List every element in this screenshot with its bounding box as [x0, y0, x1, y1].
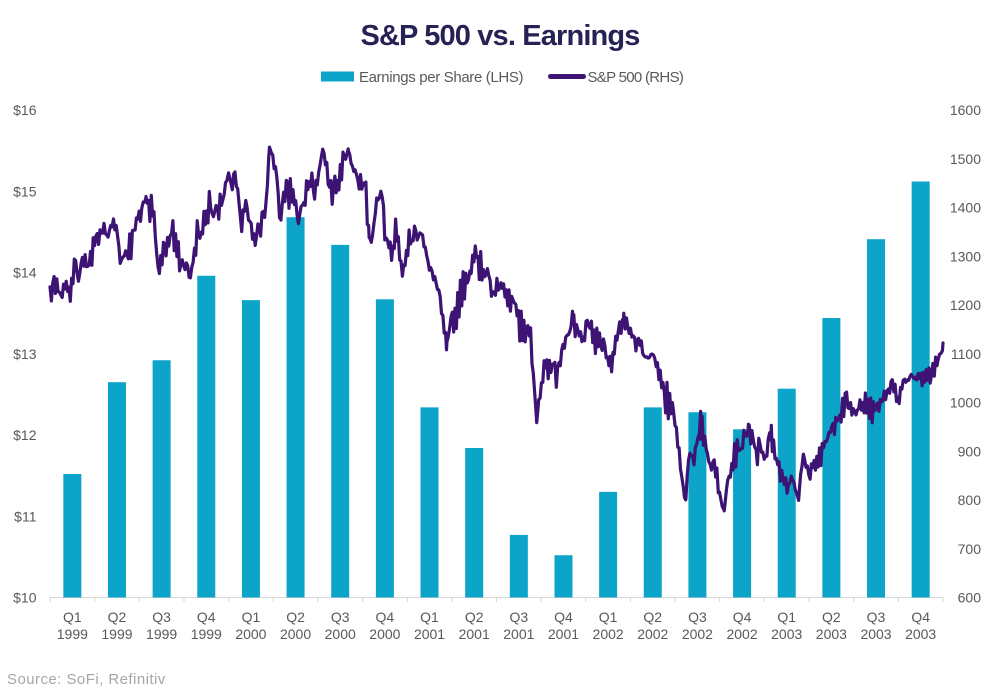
- svg-text:Q1: Q1: [63, 609, 82, 625]
- svg-text:Q1: Q1: [777, 609, 796, 625]
- svg-text:Q4: Q4: [554, 609, 573, 625]
- svg-text:1300: 1300: [950, 248, 981, 264]
- svg-text:2002: 2002: [637, 626, 668, 642]
- svg-text:Q1: Q1: [420, 609, 439, 625]
- svg-text:1200: 1200: [950, 297, 981, 313]
- svg-text:2003: 2003: [860, 626, 891, 642]
- svg-text:2002: 2002: [726, 626, 757, 642]
- svg-text:Q2: Q2: [465, 609, 484, 625]
- svg-text:1100: 1100: [951, 346, 981, 362]
- svg-text:2000: 2000: [280, 626, 311, 642]
- svg-text:Q2: Q2: [822, 609, 841, 625]
- svg-text:2000: 2000: [325, 626, 356, 642]
- svg-text:1999: 1999: [146, 626, 177, 642]
- svg-text:$11: $11: [14, 508, 37, 524]
- svg-text:600: 600: [958, 590, 982, 606]
- svg-text:Q1: Q1: [242, 609, 261, 625]
- svg-text:$14: $14: [13, 265, 37, 281]
- svg-text:Q4: Q4: [197, 609, 216, 625]
- svg-text:Q3: Q3: [688, 609, 707, 625]
- svg-text:2002: 2002: [593, 626, 624, 642]
- svg-text:Q4: Q4: [733, 609, 752, 625]
- svg-text:Q2: Q2: [108, 609, 127, 625]
- svg-text:Q4: Q4: [376, 609, 395, 625]
- svg-text:$12: $12: [13, 427, 37, 443]
- svg-text:900: 900: [958, 443, 982, 459]
- svg-text:Q3: Q3: [331, 609, 350, 625]
- svg-text:Q3: Q3: [509, 609, 528, 625]
- svg-text:700: 700: [958, 541, 982, 557]
- svg-text:2001: 2001: [548, 626, 579, 642]
- svg-text:2000: 2000: [369, 626, 400, 642]
- svg-text:Q3: Q3: [867, 609, 886, 625]
- svg-text:2001: 2001: [459, 626, 490, 642]
- svg-text:Source: SoFi, Refinitiv: Source: SoFi, Refinitiv: [7, 671, 166, 688]
- svg-text:$13: $13: [13, 346, 37, 362]
- svg-text:S&P 500 vs. Earnings: S&P 500 vs. Earnings: [360, 20, 639, 52]
- svg-text:800: 800: [958, 492, 982, 508]
- svg-text:1999: 1999: [57, 626, 88, 642]
- svg-text:2000: 2000: [235, 626, 266, 642]
- svg-text:2003: 2003: [816, 626, 847, 642]
- svg-text:1600: 1600: [950, 102, 981, 118]
- svg-text:1500: 1500: [950, 151, 981, 167]
- svg-text:$15: $15: [13, 183, 37, 199]
- svg-text:Q1: Q1: [599, 609, 618, 625]
- svg-text:2003: 2003: [771, 626, 802, 642]
- svg-text:1000: 1000: [950, 395, 981, 411]
- svg-text:1999: 1999: [191, 626, 222, 642]
- svg-text:$10: $10: [13, 590, 37, 606]
- svg-text:Q2: Q2: [286, 609, 305, 625]
- svg-text:Q2: Q2: [643, 609, 662, 625]
- svg-text:1400: 1400: [950, 200, 981, 216]
- svg-text:S&P 500 (RHS): S&P 500 (RHS): [588, 69, 684, 86]
- svg-text:Q4: Q4: [911, 609, 930, 625]
- svg-text:2001: 2001: [414, 626, 445, 642]
- svg-text:$16: $16: [13, 102, 37, 118]
- svg-text:2002: 2002: [682, 626, 713, 642]
- svg-text:1999: 1999: [101, 626, 132, 642]
- svg-text:2001: 2001: [503, 626, 534, 642]
- svg-text:2003: 2003: [905, 626, 936, 642]
- svg-text:Earnings per Share (LHS): Earnings per Share (LHS): [359, 69, 524, 86]
- svg-text:Q3: Q3: [152, 609, 171, 625]
